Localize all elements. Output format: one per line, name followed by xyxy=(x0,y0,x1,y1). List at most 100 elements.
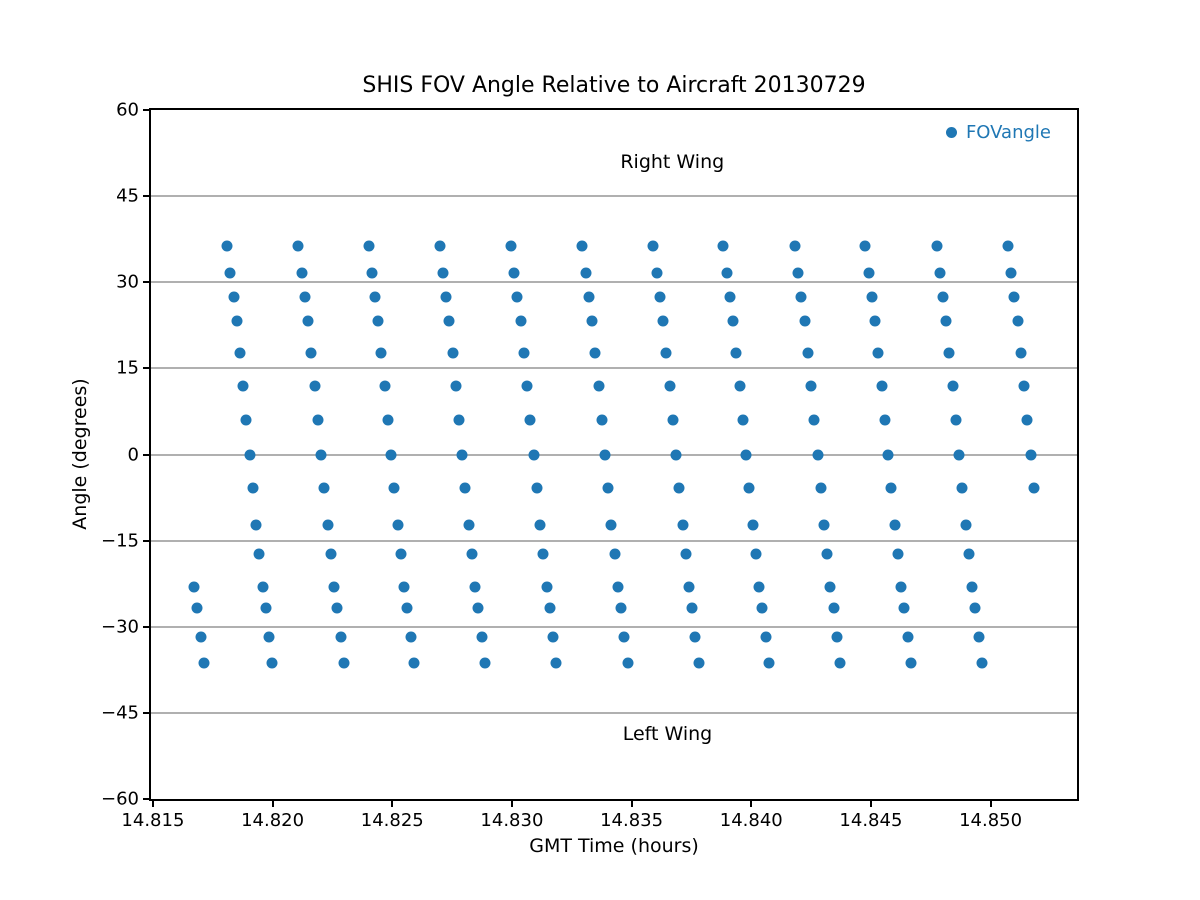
data-point xyxy=(260,602,272,614)
data-point xyxy=(956,482,968,494)
x-tick-mark xyxy=(750,799,753,807)
data-point xyxy=(647,240,659,252)
data-point xyxy=(683,581,695,593)
y-tick-mark xyxy=(143,195,151,198)
data-point xyxy=(363,240,375,252)
data-point xyxy=(195,631,207,642)
data-point xyxy=(459,482,471,494)
y-tick-label: 45 xyxy=(116,185,139,207)
data-point xyxy=(508,267,520,279)
data-point xyxy=(257,581,269,593)
y-tick-mark xyxy=(143,281,151,284)
data-point xyxy=(521,380,533,392)
data-point xyxy=(824,581,836,593)
y-tick-mark xyxy=(143,798,151,800)
data-point xyxy=(469,581,481,593)
data-point xyxy=(960,519,972,531)
data-point xyxy=(615,602,627,614)
data-point xyxy=(721,267,733,279)
data-point xyxy=(524,414,536,426)
y-tick-mark xyxy=(143,625,151,628)
data-point xyxy=(312,414,324,426)
data-point xyxy=(756,602,768,614)
chart-title: SHIS FOV Angle Relative to Aircraft 2013… xyxy=(362,73,866,98)
x-tick-label: 14.845 xyxy=(839,810,903,831)
data-point xyxy=(654,291,666,303)
data-point xyxy=(296,267,308,279)
gridline xyxy=(151,539,1077,542)
data-point xyxy=(479,657,491,669)
data-point xyxy=(1012,315,1024,327)
data-point xyxy=(466,548,478,560)
x-tick-label: 14.850 xyxy=(959,810,1023,831)
data-point xyxy=(234,347,246,359)
data-point xyxy=(730,347,742,359)
y-tick-mark xyxy=(143,109,151,111)
data-point xyxy=(405,631,417,642)
data-point xyxy=(1028,482,1040,494)
data-point xyxy=(667,414,679,426)
data-point xyxy=(292,240,304,252)
data-point xyxy=(228,291,240,303)
data-point xyxy=(973,631,985,642)
data-point xyxy=(534,519,546,531)
data-point xyxy=(657,315,669,327)
data-point xyxy=(1005,267,1017,279)
data-point xyxy=(537,548,549,560)
data-point xyxy=(885,482,897,494)
data-point xyxy=(331,602,343,614)
data-point xyxy=(747,519,759,531)
y-tick-mark xyxy=(143,539,151,542)
data-point xyxy=(325,548,337,560)
data-point xyxy=(366,267,378,279)
data-point xyxy=(931,240,942,252)
data-point xyxy=(734,380,746,392)
data-point xyxy=(892,548,904,560)
data-point xyxy=(541,581,553,593)
data-point xyxy=(515,315,527,327)
data-point xyxy=(528,449,540,460)
y-tick-label: 60 xyxy=(116,99,139,121)
data-point xyxy=(224,267,236,279)
data-point xyxy=(318,482,330,494)
x-tick-mark xyxy=(510,799,513,807)
data-point xyxy=(802,347,814,359)
x-tick-label: 14.830 xyxy=(480,810,544,831)
gridline xyxy=(151,367,1077,370)
data-point xyxy=(531,482,543,494)
data-point xyxy=(976,657,988,669)
data-point xyxy=(763,657,775,669)
data-point xyxy=(472,602,484,614)
data-point xyxy=(237,380,249,392)
data-point xyxy=(818,519,830,531)
data-point xyxy=(724,291,736,303)
data-point xyxy=(369,291,381,303)
y-tick-mark xyxy=(143,711,151,714)
data-point xyxy=(947,380,959,392)
data-point xyxy=(859,240,871,252)
data-point xyxy=(398,581,410,593)
data-point xyxy=(372,315,384,327)
data-point xyxy=(231,315,243,327)
data-point xyxy=(266,657,278,669)
data-point xyxy=(456,449,468,460)
data-point xyxy=(876,380,888,392)
data-point xyxy=(670,449,682,460)
y-tick-mark xyxy=(143,367,151,370)
data-point xyxy=(589,347,601,359)
data-point xyxy=(609,548,621,560)
y-tick-label: −45 xyxy=(101,702,139,724)
data-point xyxy=(1018,380,1030,392)
x-tick-mark xyxy=(151,799,154,807)
data-point xyxy=(664,380,676,392)
data-point xyxy=(263,631,275,642)
gridline xyxy=(151,625,1077,628)
legend: FOVangle xyxy=(945,122,1051,143)
data-point xyxy=(940,315,952,327)
data-point xyxy=(750,548,762,560)
data-point xyxy=(677,519,689,531)
data-point xyxy=(660,347,672,359)
data-point xyxy=(447,347,459,359)
data-point xyxy=(375,347,387,359)
